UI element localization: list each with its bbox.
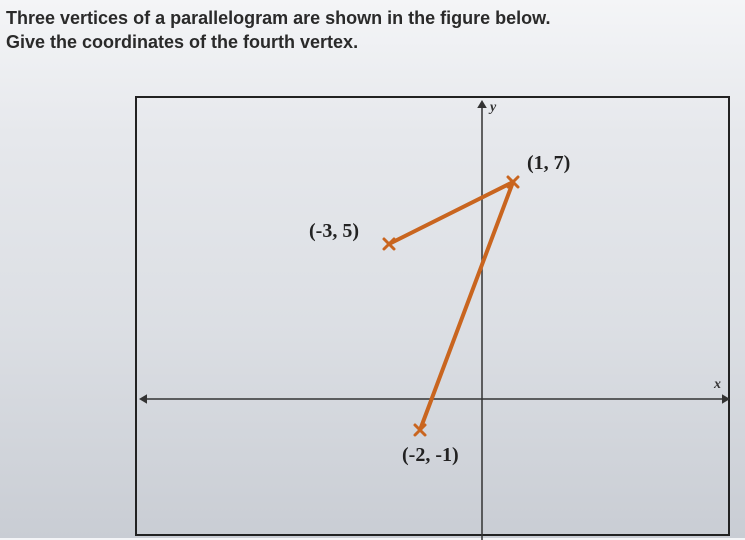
graph-frame: y x (-3, 5) (1, 7) (-2, -1) (135, 96, 730, 536)
point-label-a: (-3, 5) (309, 220, 359, 243)
point-label-b: (1, 7) (527, 152, 570, 175)
x-axis-label: x (714, 377, 721, 393)
point-label-c: (-2, -1) (402, 444, 459, 467)
coordinate-plane (2, 2, 745, 540)
y-axis-label: y (490, 100, 496, 116)
question-text: Three vertices of a parallelogram are sh… (6, 6, 550, 55)
question-line1: Three vertices of a parallelogram are sh… (6, 6, 550, 30)
question-line2: Give the coordinates of the fourth verte… (6, 30, 550, 54)
